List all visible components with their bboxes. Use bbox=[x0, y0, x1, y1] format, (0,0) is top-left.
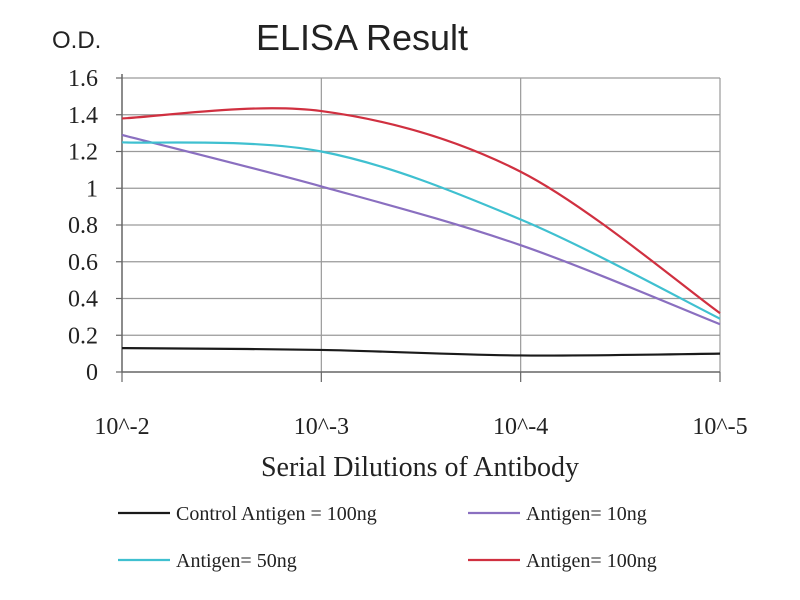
series-line-0 bbox=[121, 347, 721, 357]
legend-label: Antigen= 100ng bbox=[526, 550, 657, 572]
y-tick-label: 0.6 bbox=[68, 250, 98, 276]
axes bbox=[116, 74, 720, 373]
legend: Control Antigen = 100ng Antigen= 10ng Anti… bbox=[118, 503, 657, 572]
y-tick-label: 0.8 bbox=[68, 213, 98, 239]
legend-label: Antigen= 10ng bbox=[526, 503, 647, 525]
x-tick-label: 10^-4 bbox=[493, 414, 548, 440]
y-axis-label: O.D. bbox=[52, 27, 101, 54]
y-tick-label: 1.6 bbox=[68, 66, 98, 92]
x-axis-label: Serial Dilutions of Antibody bbox=[261, 452, 579, 483]
x-tick-labels: 10^-2 10^-3 10^-4 10^-5 bbox=[94, 414, 747, 440]
y-tick-label: 0.2 bbox=[68, 323, 98, 349]
gridlines bbox=[121, 77, 721, 382]
x-tick-label: 10^-3 bbox=[294, 414, 349, 440]
x-tick-label: 10^-5 bbox=[692, 414, 747, 440]
series-line-3 bbox=[121, 107, 721, 315]
y-tick-labels: 0 0.2 0.4 0.6 0.8 1 1.2 1.4 1.6 bbox=[68, 66, 98, 386]
y-tick-label: 0 bbox=[86, 360, 98, 386]
x-tick-label: 10^-2 bbox=[94, 414, 149, 440]
y-tick-label: 1.2 bbox=[68, 140, 98, 166]
y-tick-label: 0.4 bbox=[68, 287, 98, 313]
legend-item: Antigen= 10ng bbox=[468, 503, 647, 525]
y-tick-label: 1 bbox=[86, 176, 98, 202]
legend-label: Antigen= 50ng bbox=[176, 550, 297, 572]
legend-item: Control Antigen = 100ng bbox=[118, 503, 377, 525]
legend-item: Antigen= 100ng bbox=[468, 550, 657, 572]
series-lines bbox=[121, 107, 721, 357]
y-tick-label: 1.4 bbox=[68, 103, 98, 129]
legend-label: Control Antigen = 100ng bbox=[176, 503, 377, 525]
series-line-2 bbox=[121, 141, 721, 320]
series-line-1 bbox=[121, 133, 721, 326]
legend-item: Antigen= 50ng bbox=[118, 550, 297, 572]
chart-title: ELISA Result bbox=[256, 17, 468, 58]
